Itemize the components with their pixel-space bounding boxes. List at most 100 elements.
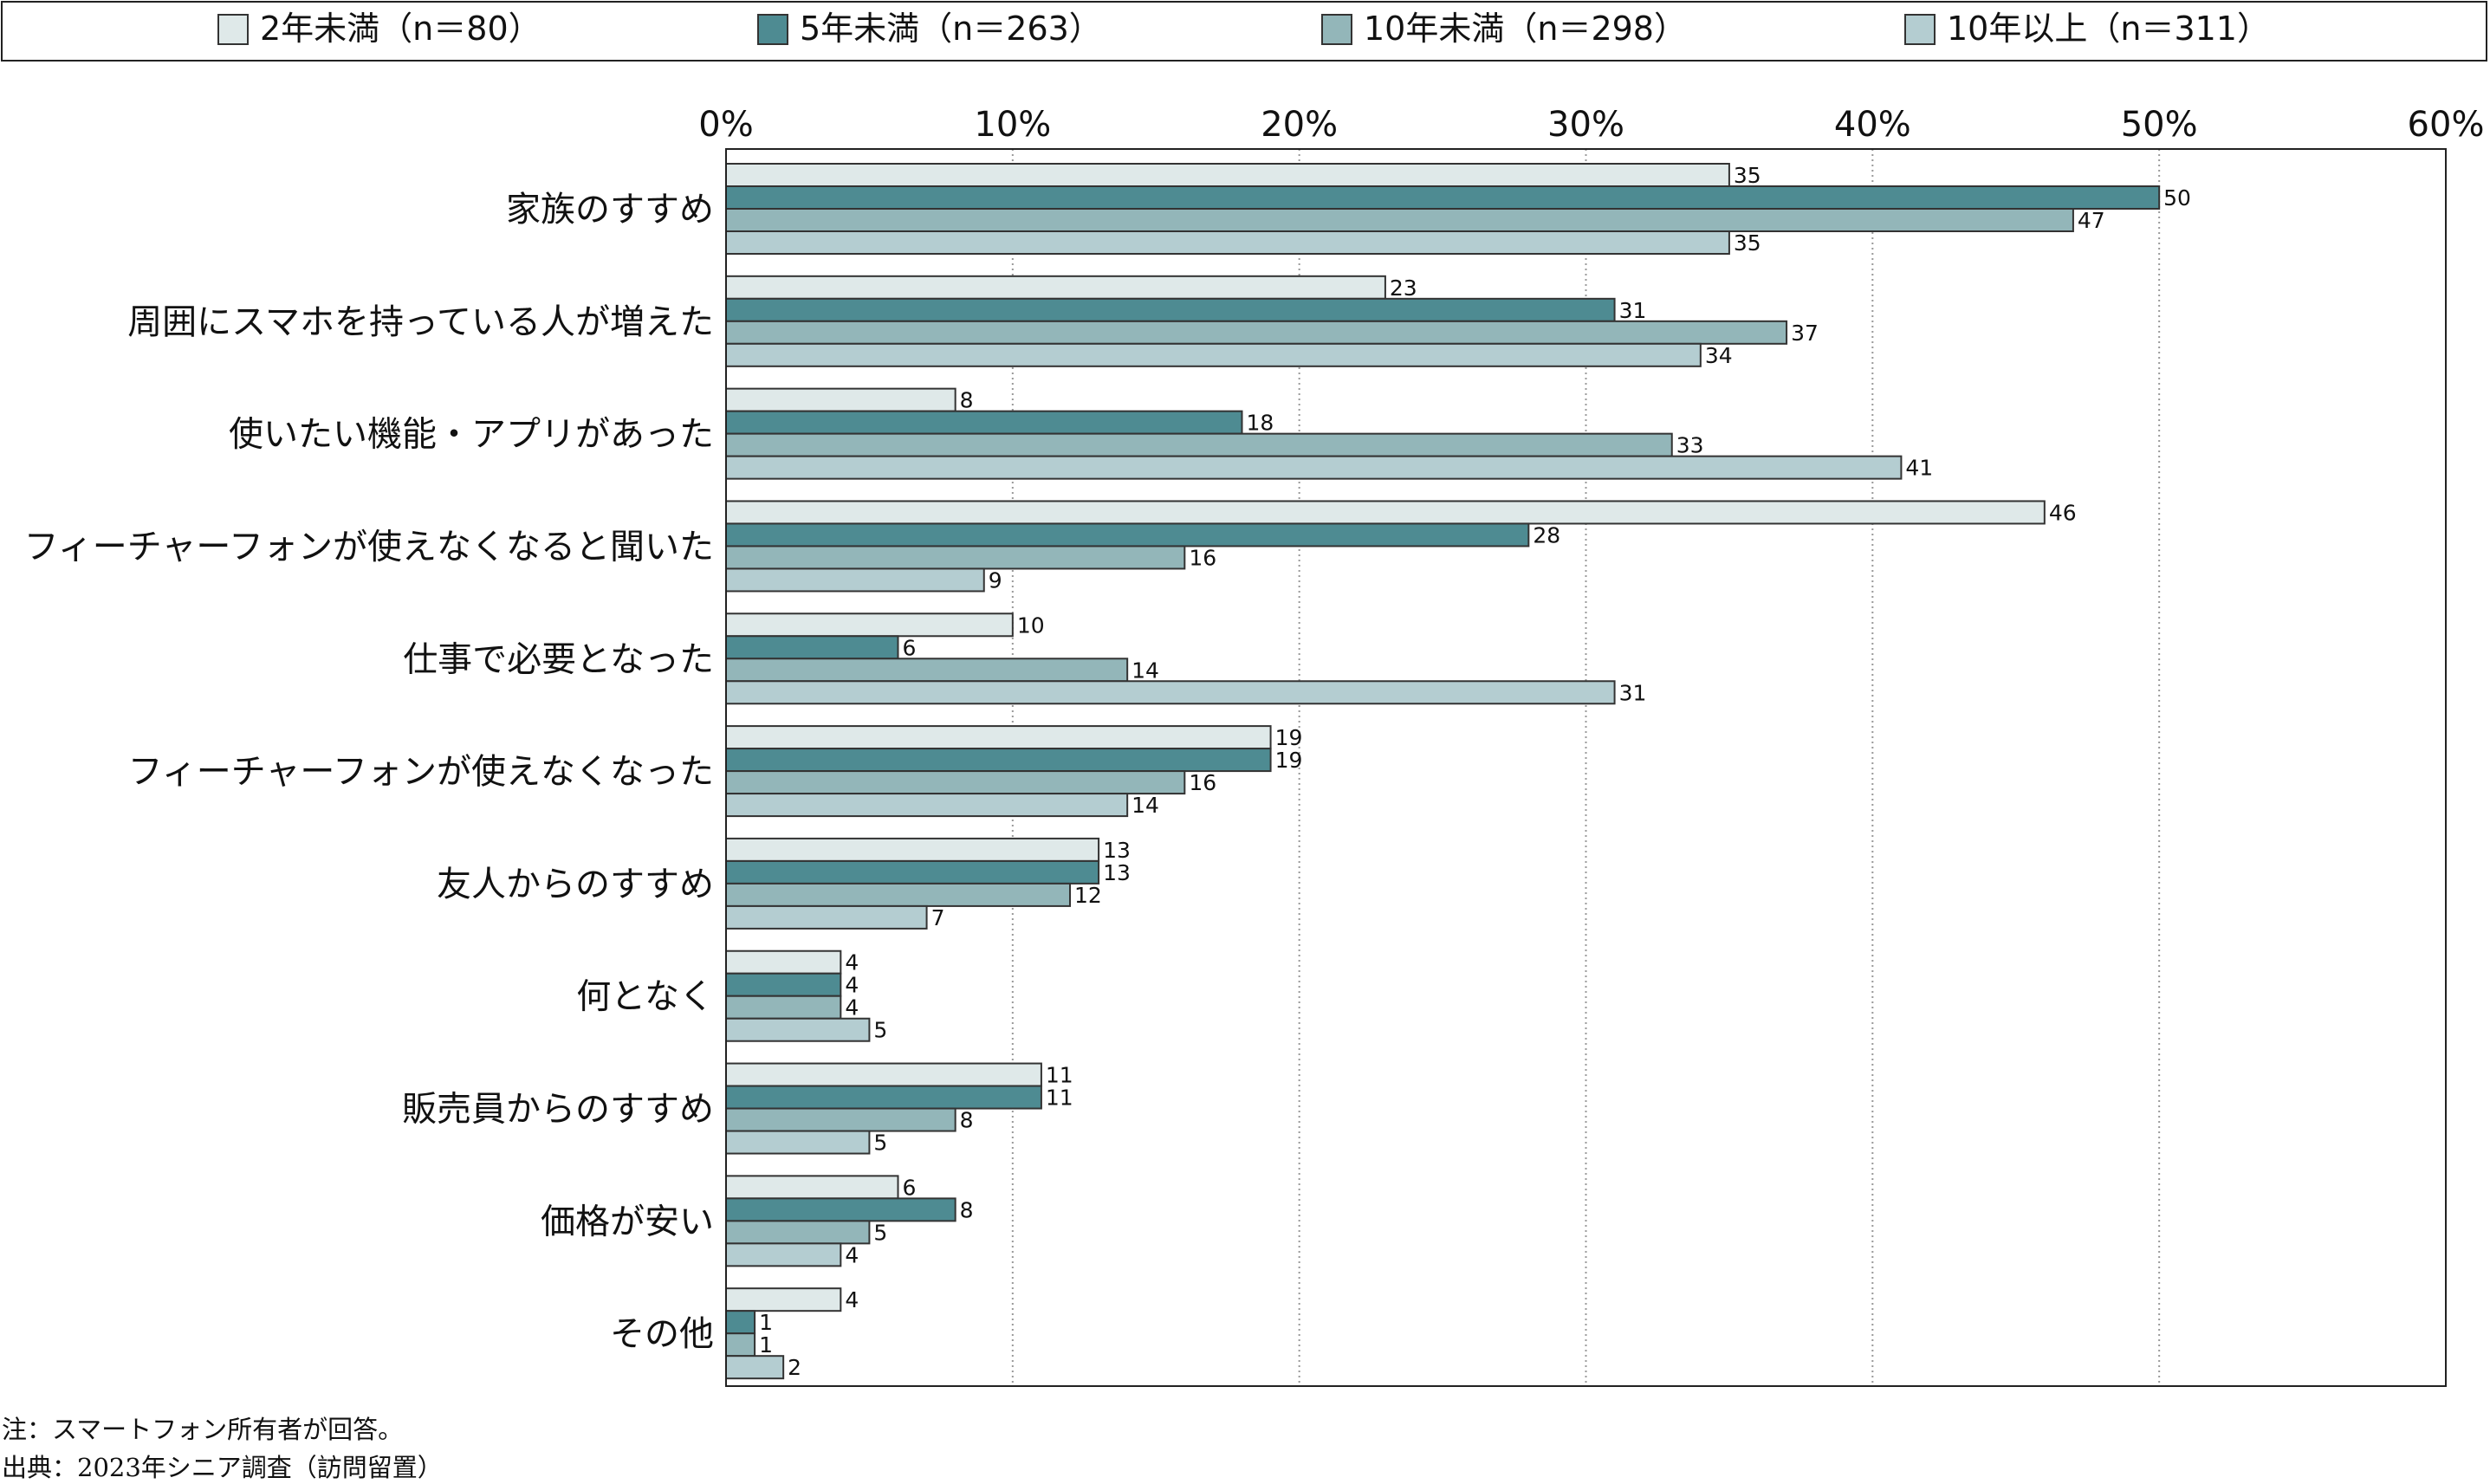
bar <box>725 1130 871 1155</box>
data-label: 50 <box>2163 185 2191 211</box>
data-label: 1 <box>759 1310 773 1335</box>
bar <box>725 1062 1042 1087</box>
plot-frame <box>725 148 2447 1387</box>
bar <box>725 1085 1042 1110</box>
legend-label: 2年未満（n＝80） <box>260 10 541 48</box>
data-label: 4 <box>845 1242 859 1267</box>
bar <box>725 230 1730 255</box>
category-label: 販売員からのすすめ <box>402 1090 714 1130</box>
bar <box>725 837 1100 862</box>
bar <box>725 163 1730 187</box>
x-tick-label: 50% <box>2121 105 2198 145</box>
data-label: 37 <box>1791 321 1819 346</box>
data-label: 5 <box>873 1131 887 1156</box>
x-tick-label: 60% <box>2408 105 2485 145</box>
data-label: 12 <box>1074 883 1102 908</box>
bar <box>725 770 1186 795</box>
bar <box>725 949 842 975</box>
data-label: 9 <box>989 567 1002 593</box>
data-label: 2 <box>788 1355 801 1380</box>
data-label: 11 <box>1046 1063 1073 1088</box>
bar <box>725 1197 956 1222</box>
bar <box>725 342 1702 367</box>
data-label: 4 <box>845 1287 859 1312</box>
data-label: 1 <box>759 1332 773 1358</box>
legend-swatch <box>217 14 249 45</box>
bar <box>725 1242 842 1267</box>
data-label: 19 <box>1275 748 1303 773</box>
legend-swatch <box>757 14 788 45</box>
data-label: 31 <box>1619 298 1647 323</box>
data-label: 19 <box>1275 725 1303 750</box>
bar <box>725 635 899 660</box>
x-tick-label: 40% <box>1834 105 1911 145</box>
bar <box>725 275 1386 300</box>
category-label: 価格が安い <box>541 1202 714 1241</box>
bar <box>725 432 1673 457</box>
bar <box>725 522 1530 548</box>
category-label: 何となく <box>576 977 714 1017</box>
x-tick-label: 0% <box>698 105 753 145</box>
data-label: 11 <box>1046 1085 1073 1111</box>
data-label: 4 <box>845 995 859 1021</box>
legend-box <box>1 1 2487 62</box>
data-label: 8 <box>960 388 974 413</box>
legend-swatch <box>1321 14 1352 45</box>
bar <box>725 725 1272 750</box>
data-label: 33 <box>1676 433 1704 458</box>
bar <box>725 545 1186 570</box>
data-label: 8 <box>960 1108 974 1133</box>
data-label: 16 <box>1189 770 1216 795</box>
category-label: その他 <box>610 1314 714 1354</box>
data-label: 16 <box>1189 545 1216 570</box>
data-label: 28 <box>1533 522 1560 548</box>
bar <box>725 1220 871 1245</box>
bar <box>725 859 1100 885</box>
data-label: 4 <box>845 973 859 998</box>
bar <box>725 387 956 412</box>
x-tick-label: 20% <box>1261 105 1338 145</box>
category-label: 友人からのすすめ <box>437 865 714 904</box>
bar <box>725 904 928 930</box>
bar <box>725 680 1616 705</box>
bar <box>725 500 2046 525</box>
data-label: 35 <box>1734 163 1761 188</box>
bar <box>725 748 1272 773</box>
legend-swatch <box>1904 14 1936 45</box>
category-label: 仕事で必要となった <box>403 639 714 679</box>
bar <box>725 995 842 1020</box>
data-label: 47 <box>2078 208 2105 233</box>
data-label: 8 <box>960 1197 974 1222</box>
bar <box>725 1355 785 1380</box>
bar <box>725 793 1129 818</box>
category-label: 周囲にスマホを持っている人が増えた <box>127 302 714 342</box>
data-label: 18 <box>1247 411 1274 436</box>
category-label: フィーチャーフォンが使えなくなると聞いた <box>24 527 714 567</box>
bar <box>725 320 1788 345</box>
bar <box>725 297 1616 322</box>
data-label: 35 <box>1734 230 1761 256</box>
data-label: 46 <box>2049 500 2077 525</box>
data-label: 13 <box>1103 838 1131 863</box>
x-tick-label: 30% <box>1547 105 1624 145</box>
bar <box>725 410 1243 435</box>
data-label: 6 <box>903 635 917 660</box>
bar <box>725 1332 756 1358</box>
category-label: フィーチャーフォンが使えなくなった <box>128 752 714 792</box>
bar <box>725 1310 756 1335</box>
data-label: 10 <box>1017 612 1045 638</box>
data-label: 7 <box>931 905 945 930</box>
data-label: 14 <box>1132 793 1159 818</box>
bar <box>725 208 2074 232</box>
bar <box>725 612 1014 638</box>
chart-source: 出典：2023年シニア調査（訪問留置） <box>2 1453 443 1482</box>
legend-label: 10年以上（n＝311） <box>1947 10 2270 48</box>
x-tick-label: 10% <box>974 105 1051 145</box>
data-label: 14 <box>1132 658 1159 683</box>
bar <box>725 972 842 997</box>
bar <box>725 1107 956 1132</box>
bar <box>725 185 2161 210</box>
bar <box>725 658 1129 683</box>
data-label: 5 <box>873 1018 887 1043</box>
